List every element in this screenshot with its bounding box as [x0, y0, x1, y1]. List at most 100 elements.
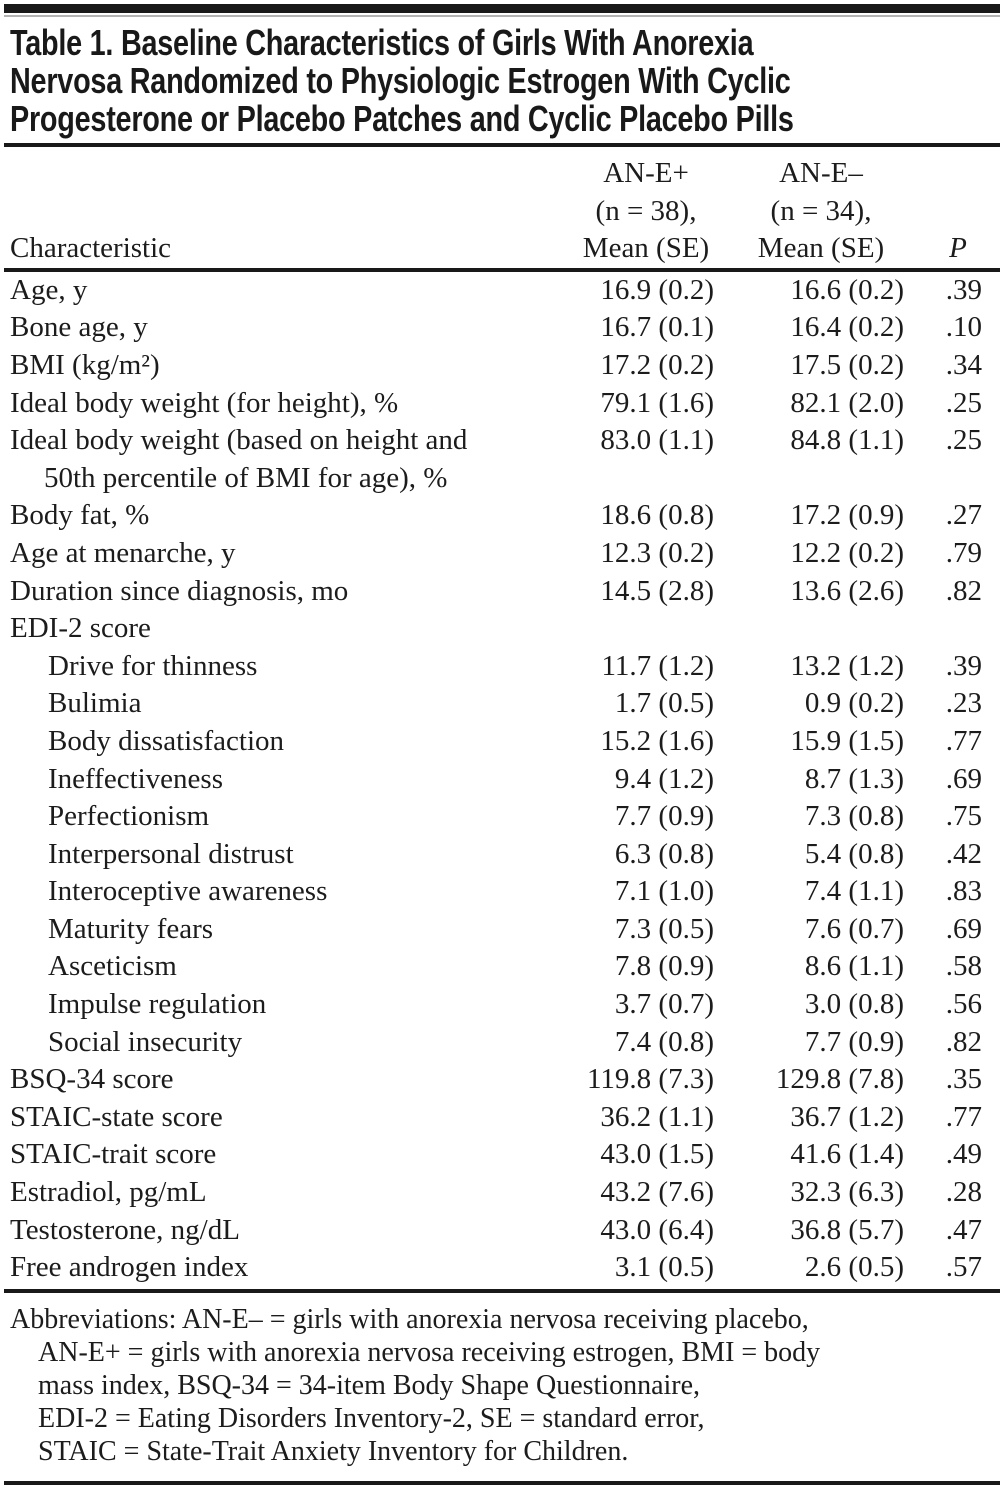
table-row: Interpersonal distrust 6.3 (0.8) 5.4 (0.…	[4, 836, 1000, 874]
group2-value-cell: 7.6 (0.7)	[804, 912, 904, 945]
p-value-cell: .27	[945, 499, 982, 532]
p-value-cell: .42	[945, 837, 982, 870]
group2-value-cell: 13.6 (2.6)	[790, 574, 904, 607]
group2-value-cell: 32.3 (6.3)	[790, 1176, 904, 1209]
group1-value-cell: 79.1 (1.6)	[600, 386, 714, 419]
table-row: Body fat, % 18.6 (0.8) 17.2 (0.9) .27	[4, 497, 1000, 535]
p-value-cell: .58	[945, 950, 982, 983]
table-row: Maturity fears 7.3 (0.5) 7.6 (0.7) .69	[4, 911, 1000, 949]
characteristic-cell: Estradiol, pg/mL	[10, 1176, 207, 1209]
top-rule-shadow	[4, 15, 1000, 17]
p-value-cell: .69	[945, 762, 982, 795]
p-value-cell: .83	[945, 875, 982, 908]
characteristic-cell: Testosterone, ng/dL	[10, 1213, 240, 1246]
table-row: Bone age, y 16.7 (0.1) 16.4 (0.2) .10	[4, 309, 1000, 347]
table-row: Asceticism 7.8 (0.9) 8.6 (1.1) .58	[4, 948, 1000, 986]
baseline-characteristics-table: Characteristic AN-E+ (n = 38), Mean (SE)…	[4, 147, 1000, 1293]
header-row: Characteristic AN-E+ (n = 38), Mean (SE)…	[4, 147, 1000, 272]
characteristic-cell: Drive for thinness	[48, 649, 258, 682]
table-row: Body dissatisfaction 15.2 (1.6) 15.9 (1.…	[4, 723, 1000, 761]
group2-value-cell	[726, 610, 916, 648]
abbreviations-footnote: Abbreviations: AN-E– = girls with anorex…	[0, 1303, 1004, 1468]
group2-value-cell: 16.6 (0.2)	[790, 273, 904, 306]
p-value-cell	[916, 610, 1000, 648]
table-row: BSQ-34 score 119.8 (7.3) 129.8 (7.8) .35	[4, 1061, 1000, 1099]
characteristic-cell: Bone age, y	[10, 311, 148, 344]
characteristic-cell: Bulimia	[48, 687, 142, 720]
group1-value-cell: 15.2 (1.6)	[600, 724, 714, 757]
table-row: Duration since diagnosis, mo 14.5 (2.8) …	[4, 573, 1000, 611]
group2-measure: Mean (SE)	[757, 232, 885, 265]
group1-value-cell: 7.1 (1.0)	[614, 875, 714, 908]
table-row: Age at menarche, y 12.3 (0.2) 12.2 (0.2)…	[4, 535, 1000, 573]
table-row: Testosterone, ng/dL 43.0 (6.4) 36.8 (5.7…	[4, 1212, 1000, 1250]
group2-value-cell: 36.7 (1.2)	[790, 1100, 904, 1133]
p-value-cell: .49	[945, 1138, 982, 1171]
table-row: Drive for thinness 11.7 (1.2) 13.2 (1.2)…	[4, 648, 1000, 686]
group1-measure: Mean (SE)	[582, 232, 710, 265]
table-row: Free androgen index 3.1 (0.5) 2.6 (0.5) …	[4, 1249, 1000, 1293]
characteristic-cell: Social insecurity	[48, 1025, 243, 1058]
characteristic-cell: Body fat, %	[10, 499, 150, 532]
group2-value-cell: 16.4 (0.2)	[790, 311, 904, 344]
table-row: STAIC-state score 36.2 (1.1) 36.7 (1.2) …	[4, 1099, 1000, 1137]
footnote-line: EDI-2 = Eating Disorders Inventory-2, SE…	[38, 1402, 705, 1434]
characteristic-cell: Maturity fears	[48, 912, 214, 945]
group2-value-cell: 8.6 (1.1)	[804, 950, 904, 983]
p-value-cell: .47	[945, 1213, 982, 1246]
table-row: Social insecurity 7.4 (0.8) 7.7 (0.9) .8…	[4, 1024, 1000, 1062]
characteristic-cell: Free androgen index	[4, 1249, 566, 1293]
group2-value-cell: 0.9 (0.2)	[804, 687, 904, 720]
p-value-cell: .75	[945, 800, 982, 833]
group2-value-cell: 84.8 (1.1)	[790, 424, 904, 457]
characteristic-cell: STAIC-trait score	[10, 1138, 217, 1171]
group1-value-cell: 7.4 (0.8)	[614, 1025, 714, 1058]
group2-value-cell: 129.8 (7.8)	[775, 1063, 904, 1096]
group2-value-cell: 5.4 (0.8)	[804, 837, 904, 870]
group1-value-cell	[566, 610, 726, 648]
characteristic-cell: Perfectionism	[48, 800, 210, 833]
table-row: Bulimia 1.7 (0.5) 0.9 (0.2) .23	[4, 685, 1000, 723]
characteristic-cell: BMI (kg/m²)	[10, 348, 160, 381]
group2-value-cell: 36.8 (5.7)	[790, 1213, 904, 1246]
characteristic-cell: EDI-2 score	[10, 612, 151, 645]
footnote-line: STAIC = State-Trait Anxiety Inventory fo…	[38, 1435, 629, 1467]
p-value-cell: .77	[945, 1100, 982, 1133]
p-value-cell: .77	[945, 724, 982, 757]
table-row: STAIC-trait score 43.0 (1.5) 41.6 (1.4) …	[4, 1136, 1000, 1174]
p-value-cell: .82	[945, 1025, 982, 1058]
table-body: Age, y 16.9 (0.2) 16.6 (0.2) .39 Bone ag…	[4, 270, 1000, 1293]
p-value-cell: .28	[945, 1176, 982, 1209]
group2-value-cell: 2.6 (0.5)	[726, 1249, 916, 1293]
group1-value-cell: 7.8 (0.9)	[614, 950, 714, 983]
table-row: Estradiol, pg/mL 43.2 (7.6) 32.3 (6.3) .…	[4, 1174, 1000, 1212]
table-title-line: Progesterone or Placebo Patches and Cycl…	[10, 98, 794, 139]
group1-value-cell: 43.0 (1.5)	[600, 1138, 714, 1171]
group1-n: (n = 38),	[595, 194, 697, 227]
p-value-cell: .69	[945, 912, 982, 945]
p-value-cell: .56	[945, 988, 982, 1021]
column-header-group2: AN-E– (n = 34), Mean (SE)	[726, 147, 916, 272]
group1-value-cell: 7.3 (0.5)	[614, 912, 714, 945]
p-value-cell: .23	[945, 687, 982, 720]
table-row: Age, y 16.9 (0.2) 16.6 (0.2) .39	[4, 270, 1000, 310]
column-header-group1: AN-E+ (n = 38), Mean (SE)	[566, 147, 726, 272]
table-row: Perfectionism 7.7 (0.9) 7.3 (0.8) .75	[4, 798, 1000, 836]
p-value-cell: .35	[945, 1063, 982, 1096]
p-value-cell: .39	[945, 649, 982, 682]
group2-value-cell: 8.7 (1.3)	[804, 762, 904, 795]
characteristic-cell: Ineffectiveness	[48, 762, 223, 795]
group1-value-cell: 3.7 (0.7)	[614, 988, 714, 1021]
group2-value-cell: 13.2 (1.2)	[790, 649, 904, 682]
footnote-line: Abbreviations: AN-E– = girls with anorex…	[10, 1303, 809, 1335]
table-header: Characteristic AN-E+ (n = 38), Mean (SE)…	[4, 147, 1000, 272]
group1-value-cell: 11.7 (1.2)	[601, 649, 715, 682]
p-value-cell: .57	[916, 1249, 1000, 1293]
table-row: Ideal body weight (for height), % 79.1 (…	[4, 385, 1000, 423]
bottom-rule	[4, 1480, 1000, 1485]
title-bottom-rule	[4, 143, 1000, 147]
group2-value-cell: 17.2 (0.9)	[790, 499, 904, 532]
column-header-p-value: P	[916, 147, 1000, 272]
characteristic-cell: Ideal body weight (based on height and 5…	[10, 424, 468, 494]
group1-value-cell: 14.5 (2.8)	[600, 574, 714, 607]
